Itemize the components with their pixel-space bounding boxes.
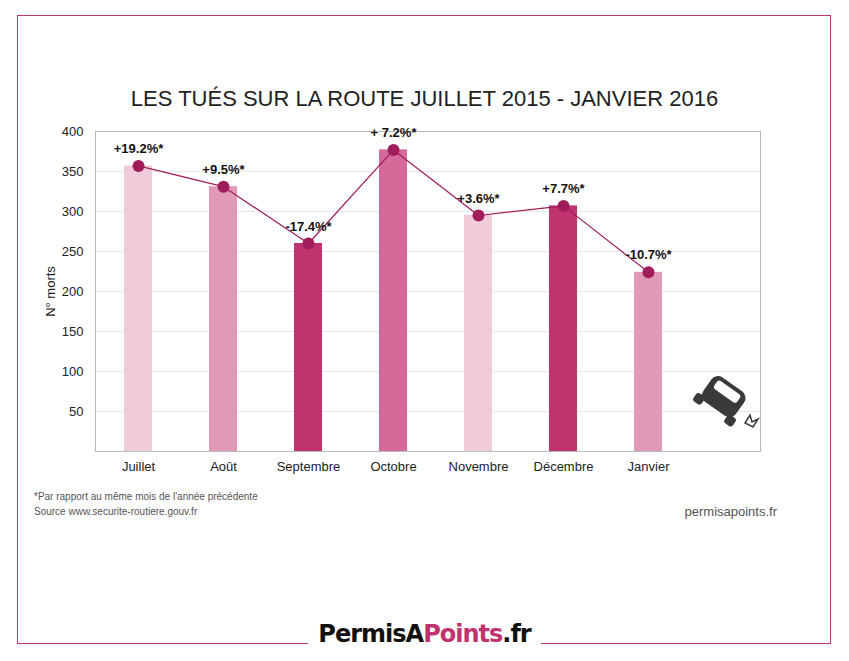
html-text:Source www.securite-routiere.g: Source www.securite-routiere.gouv.fr (34, 506, 198, 517)
svg-text:200: 200 (62, 284, 84, 299)
svg-text:400: 400 (62, 124, 84, 139)
svg-text:Août: Août (210, 459, 237, 474)
svg-text:-17.4%*: -17.4%* (285, 219, 332, 234)
svg-text:Juillet: Juillet (122, 459, 156, 474)
svg-text:Septembre: Septembre (277, 459, 341, 474)
svg-text:+7.7%*: +7.7%* (542, 181, 585, 196)
svg-text:350: 350 (62, 164, 84, 179)
svg-text:100: 100 (62, 364, 84, 379)
html-text:*Par rapport au même mois de l: *Par rapport au même mois de l'année pré… (34, 491, 258, 502)
svg-text:250: 250 (62, 244, 84, 259)
html-text:permisapoints.fr: permisapoints.fr (684, 504, 777, 519)
svg-text:300: 300 (62, 204, 84, 219)
svg-text:+19.2%*: +19.2%* (114, 141, 164, 156)
svg-text:Janvier: Janvier (628, 459, 671, 474)
svg-text:N° morts: N° morts (43, 266, 58, 317)
svg-text:Décembre: Décembre (534, 459, 594, 474)
svg-text:+3.6%*: +3.6%* (457, 191, 500, 206)
svg-text:Octobre: Octobre (370, 459, 416, 474)
svg-text:50: 50 (69, 404, 83, 419)
svg-text:-10.7%*: -10.7%* (625, 247, 672, 262)
svg-text:Novembre: Novembre (449, 459, 509, 474)
svg-text:+9.5%*: +9.5%* (202, 162, 245, 177)
svg-text:150: 150 (62, 324, 84, 339)
svg-text:+ 7.2%*: + 7.2%* (371, 125, 418, 140)
html-text:LES TUÉS SUR LA ROUTE JUILLET: LES TUÉS SUR LA ROUTE JUILLET 2015 - JAN… (130, 86, 719, 111)
html-text:Permis A Points.fr: Permis A Points.fr (318, 620, 531, 648)
